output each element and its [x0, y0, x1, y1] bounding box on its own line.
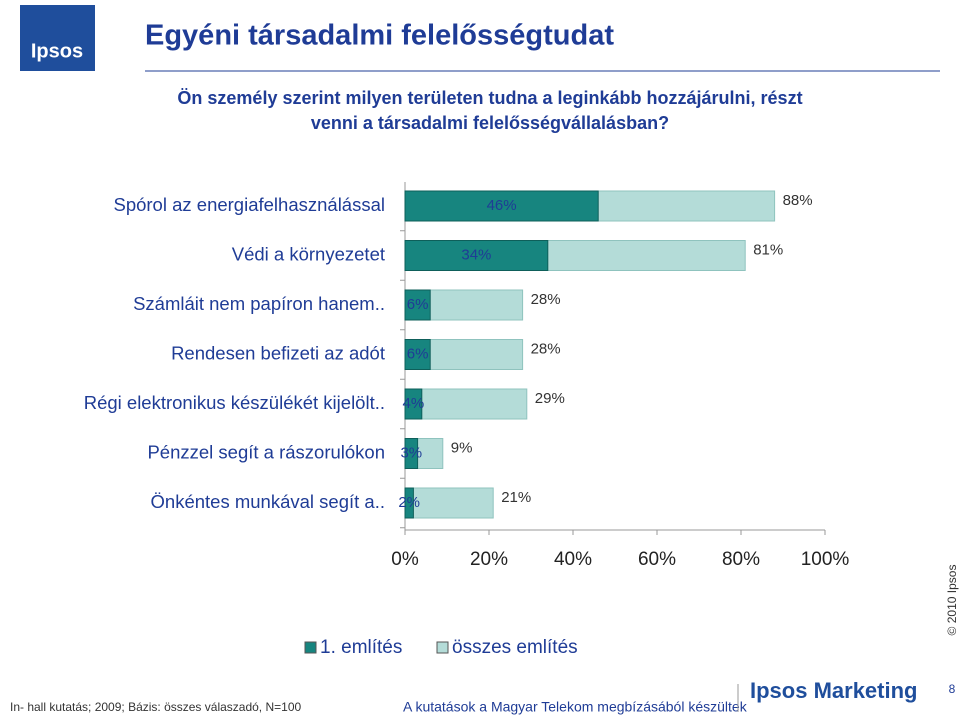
value-label: 6%	[407, 345, 429, 362]
bar	[404, 487, 414, 519]
value-label: 3%	[400, 444, 422, 461]
value-label: 81%	[753, 241, 783, 258]
bar	[404, 388, 528, 420]
value-label: 34%	[461, 246, 491, 263]
bar	[404, 487, 494, 519]
question: Ön személy szerint milyen területen tudn…	[177, 88, 802, 108]
legend-swatch	[436, 641, 449, 654]
value-label: 29%	[535, 390, 565, 407]
legend-swatch	[304, 641, 317, 654]
x-tick-label: 80%	[722, 549, 760, 570]
category-label: Pénzzel segít a rászorulókon	[147, 441, 385, 462]
x-tick-label: 20%	[470, 549, 508, 570]
source: In- hall kutatás; 2009; Bázis: összes vá…	[10, 700, 301, 714]
bar	[404, 339, 431, 370]
note: A kutatások a Magyar Telekom megbízásábó…	[403, 699, 748, 715]
x-tick-label: 100%	[801, 549, 850, 570]
x-tick-label: 0%	[391, 549, 419, 570]
logo-text: Ipsos	[31, 40, 83, 62]
category-label: Számláit nem papíron hanem..	[133, 293, 385, 314]
page-number: 8	[949, 682, 956, 696]
category-label: Régi elektronikus készülékét kijelölt..	[84, 392, 385, 413]
value-label: 2%	[398, 494, 420, 511]
brand: Ipsos Marketing	[750, 678, 917, 703]
bar	[404, 438, 419, 469]
category-label: Rendesen befizeti az adót	[171, 342, 385, 363]
category-label: Spórol az energiafelhasználással	[113, 194, 385, 215]
question: venni a társadalmi felelősségvállalásban…	[311, 113, 669, 133]
title: Egyéni társadalmi felelősségtudat	[145, 20, 614, 52]
category-label: Önkéntes munkával segít a..	[151, 491, 385, 512]
value-label: 28%	[531, 291, 561, 308]
bar	[404, 190, 599, 222]
bar	[404, 289, 431, 321]
category-label: Védi a környezetet	[232, 243, 385, 264]
value-label: 21%	[501, 489, 531, 506]
bar	[404, 388, 423, 420]
legend-label: összes említés	[452, 637, 578, 658]
value-label: 9%	[451, 439, 473, 456]
value-label: 46%	[487, 197, 517, 214]
x-tick-label: 60%	[638, 549, 676, 570]
value-label: 4%	[403, 395, 425, 412]
logo-box	[20, 5, 95, 71]
x-tick-label: 40%	[554, 549, 592, 570]
bar	[404, 240, 549, 271]
value-label: 28%	[531, 340, 561, 357]
legend-label: 1. említés	[320, 637, 402, 658]
value-label: 6%	[407, 296, 429, 313]
value-label: 88%	[783, 192, 813, 209]
copyright: © 2010 Ipsos	[945, 565, 959, 636]
